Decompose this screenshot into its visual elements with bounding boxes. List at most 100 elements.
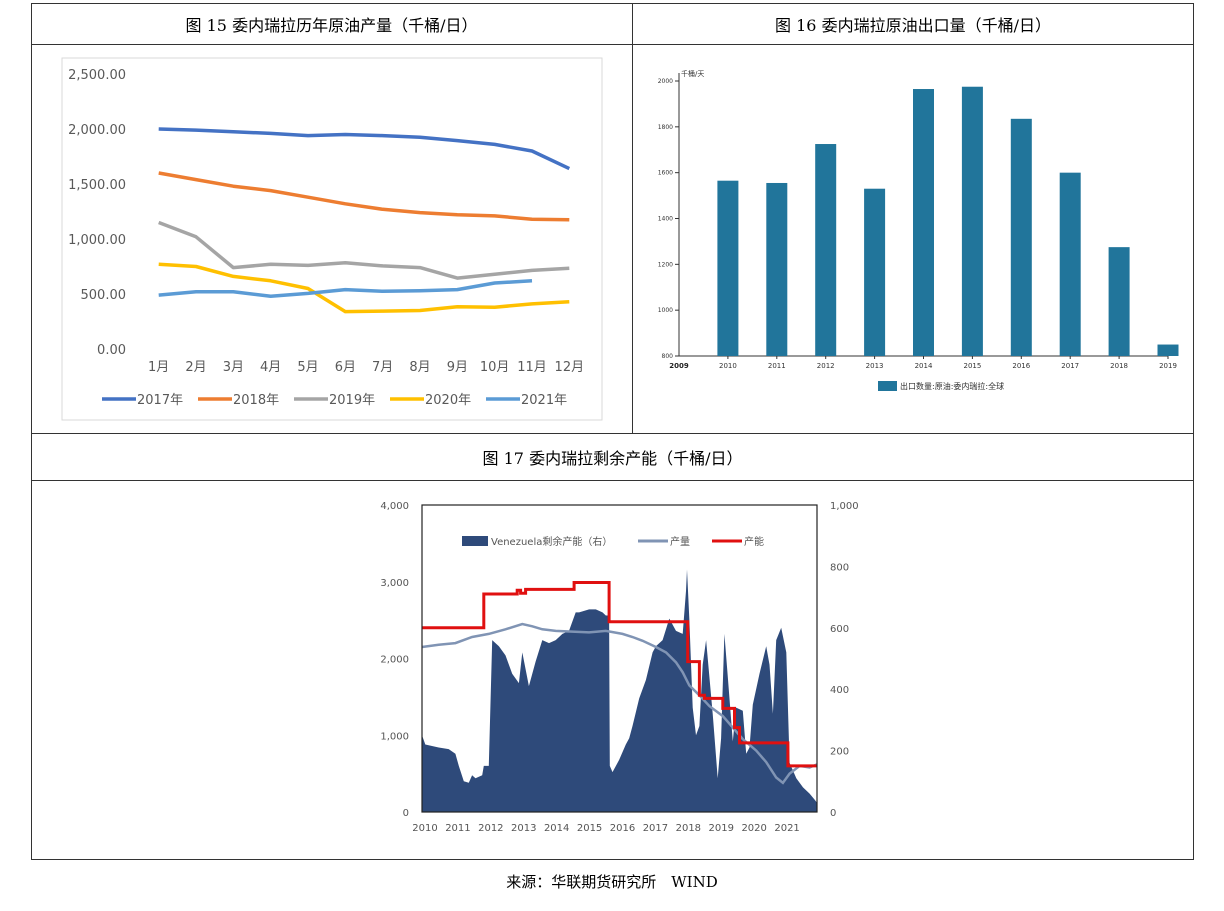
right-y-tick-label: 0 bbox=[830, 808, 836, 819]
bar bbox=[1157, 344, 1179, 356]
y-tick-label: 2000 bbox=[658, 78, 673, 85]
right-y-tick-label: 1,000 bbox=[830, 501, 859, 512]
x-tick-label: 2011 bbox=[768, 362, 786, 370]
x-tick-label: 2016 bbox=[610, 823, 635, 834]
capacity-line bbox=[422, 581, 817, 768]
x-tick-label: 2009 bbox=[669, 362, 689, 370]
production-line bbox=[421, 622, 818, 785]
spare-capacity-area bbox=[422, 569, 817, 812]
grid-line bbox=[31, 44, 1194, 45]
x-tick-label: 2月 bbox=[185, 360, 206, 375]
plot-frame bbox=[421, 504, 818, 813]
grid-line bbox=[31, 480, 1194, 481]
legend-label: 2019年 bbox=[329, 393, 375, 408]
x-tick-label: 6月 bbox=[335, 360, 356, 375]
fig17-title: 图 17 委内瑞拉剩余产能（千桶/日） bbox=[482, 449, 743, 468]
y-tick-label: 800 bbox=[662, 353, 674, 360]
x-tick-label: 2012 bbox=[817, 362, 835, 370]
y-tick-label: 1800 bbox=[658, 124, 673, 131]
fig16-title: 图 16 委内瑞拉原油出口量（千桶/日） bbox=[775, 15, 1051, 35]
left-y-tick-label: 2,000 bbox=[380, 655, 409, 666]
legend-label: 2017年 bbox=[137, 393, 183, 408]
right-y-tick-label: 400 bbox=[830, 685, 849, 696]
unit-label: 千桶/天 bbox=[681, 69, 704, 78]
y-tick-label: 1400 bbox=[658, 216, 673, 223]
x-tick-label: 2021 bbox=[774, 823, 799, 834]
right-y-tick-label: 600 bbox=[830, 624, 849, 635]
x-tick-label: 1月 bbox=[148, 360, 169, 375]
legend-label: 2021年 bbox=[521, 393, 567, 408]
legend-label: 2020年 bbox=[425, 393, 471, 408]
x-tick-label: 8月 bbox=[409, 360, 430, 375]
legend-label: 产量 bbox=[670, 535, 690, 548]
series-line bbox=[158, 220, 570, 280]
x-tick-label: 2010 bbox=[719, 362, 737, 370]
plot-frame bbox=[61, 57, 603, 421]
fig15-title: 图 15 委内瑞拉历年原油产量（千桶/日） bbox=[185, 15, 478, 35]
y-tick-label: 500.00 bbox=[81, 288, 127, 303]
x-tick-label: 2019 bbox=[1159, 362, 1177, 370]
x-tick-label: 2019 bbox=[709, 823, 734, 834]
left-y-tick-label: 3,000 bbox=[380, 578, 409, 589]
x-tick-label: 10月 bbox=[480, 360, 510, 375]
bar bbox=[864, 188, 886, 356]
series-line bbox=[158, 279, 533, 298]
fig15-line-chart: 0.00 500.00 1,000.00 1,500.00 2,000.00 2,500.… bbox=[61, 57, 603, 421]
x-tick-label: 2014 bbox=[544, 823, 569, 834]
y-tick-label: 0.00 bbox=[97, 343, 126, 358]
series-line bbox=[158, 127, 571, 171]
x-tick-label: 2017 bbox=[1061, 362, 1079, 370]
left-y-tick-label: 0 bbox=[403, 808, 409, 819]
legend-label: Venezuela剩余产能（右） bbox=[491, 535, 612, 548]
x-tick-label: 2015 bbox=[577, 823, 602, 834]
fig17-area-chart: 0 1,000 2,000 3,000 4,000 0 200 400 600 800 1,000 2… bbox=[380, 501, 859, 834]
bar bbox=[815, 144, 837, 356]
x-tick-label: 2020 bbox=[741, 823, 766, 834]
legend-swatch bbox=[878, 381, 897, 391]
bar bbox=[913, 89, 934, 356]
x-tick-label: 2013 bbox=[866, 362, 884, 370]
x-tick-label: 5月 bbox=[297, 360, 318, 375]
bar bbox=[1059, 172, 1081, 356]
x-tick-label: 2010 bbox=[412, 823, 437, 834]
y-tick-label: 1200 bbox=[658, 261, 673, 268]
x-tick-label: 2016 bbox=[1012, 362, 1030, 370]
bar bbox=[766, 182, 788, 356]
legend-label: 2018年 bbox=[233, 393, 279, 408]
x-tick-label: 4月 bbox=[260, 360, 281, 375]
legend-label: 出口数量:原油:委内瑞拉:全球 bbox=[900, 381, 1004, 391]
fig16-bar-chart: 千桶/天 800 1000 1200 1400 1600 1800 2000 2009 2010 2… bbox=[658, 69, 1179, 391]
figure-grid bbox=[31, 3, 1194, 860]
bar bbox=[717, 180, 739, 356]
bar bbox=[1108, 247, 1130, 356]
right-y-tick-label: 200 bbox=[830, 747, 849, 758]
y-tick-label: 1600 bbox=[658, 170, 673, 177]
y-tick-label: 1000 bbox=[658, 307, 673, 314]
source-note: 来源：华联期货研究所 WIND bbox=[506, 873, 718, 891]
right-y-tick-label: 800 bbox=[830, 562, 849, 573]
left-y-tick-label: 1,000 bbox=[380, 731, 409, 742]
series-line bbox=[158, 262, 570, 314]
left-y-tick-label: 4,000 bbox=[380, 501, 409, 512]
x-tick-label: 9月 bbox=[447, 360, 468, 375]
grid-line bbox=[31, 433, 1194, 434]
x-tick-label: 2012 bbox=[478, 823, 503, 834]
x-tick-label: 2018 bbox=[1110, 362, 1128, 370]
legend-swatch bbox=[462, 536, 488, 546]
x-tick-label: 2015 bbox=[963, 362, 981, 370]
bar bbox=[961, 86, 983, 357]
grid-line bbox=[632, 3, 633, 434]
y-tick-label: 2,500.00 bbox=[68, 68, 126, 83]
x-tick-label: 2014 bbox=[915, 362, 933, 370]
legend-label: 产能 bbox=[744, 535, 764, 548]
y-tick-label: 1,500.00 bbox=[68, 178, 126, 193]
x-tick-label: 7月 bbox=[372, 360, 393, 375]
y-tick-label: 1,000.00 bbox=[68, 233, 126, 248]
series-line bbox=[158, 171, 570, 222]
bar bbox=[1010, 118, 1032, 356]
y-tick-label: 2,000.00 bbox=[68, 123, 126, 138]
x-tick-label: 2011 bbox=[445, 823, 470, 834]
x-tick-label: 12月 bbox=[555, 360, 585, 375]
x-tick-label: 2013 bbox=[511, 823, 536, 834]
x-tick-label: 11月 bbox=[517, 360, 547, 375]
